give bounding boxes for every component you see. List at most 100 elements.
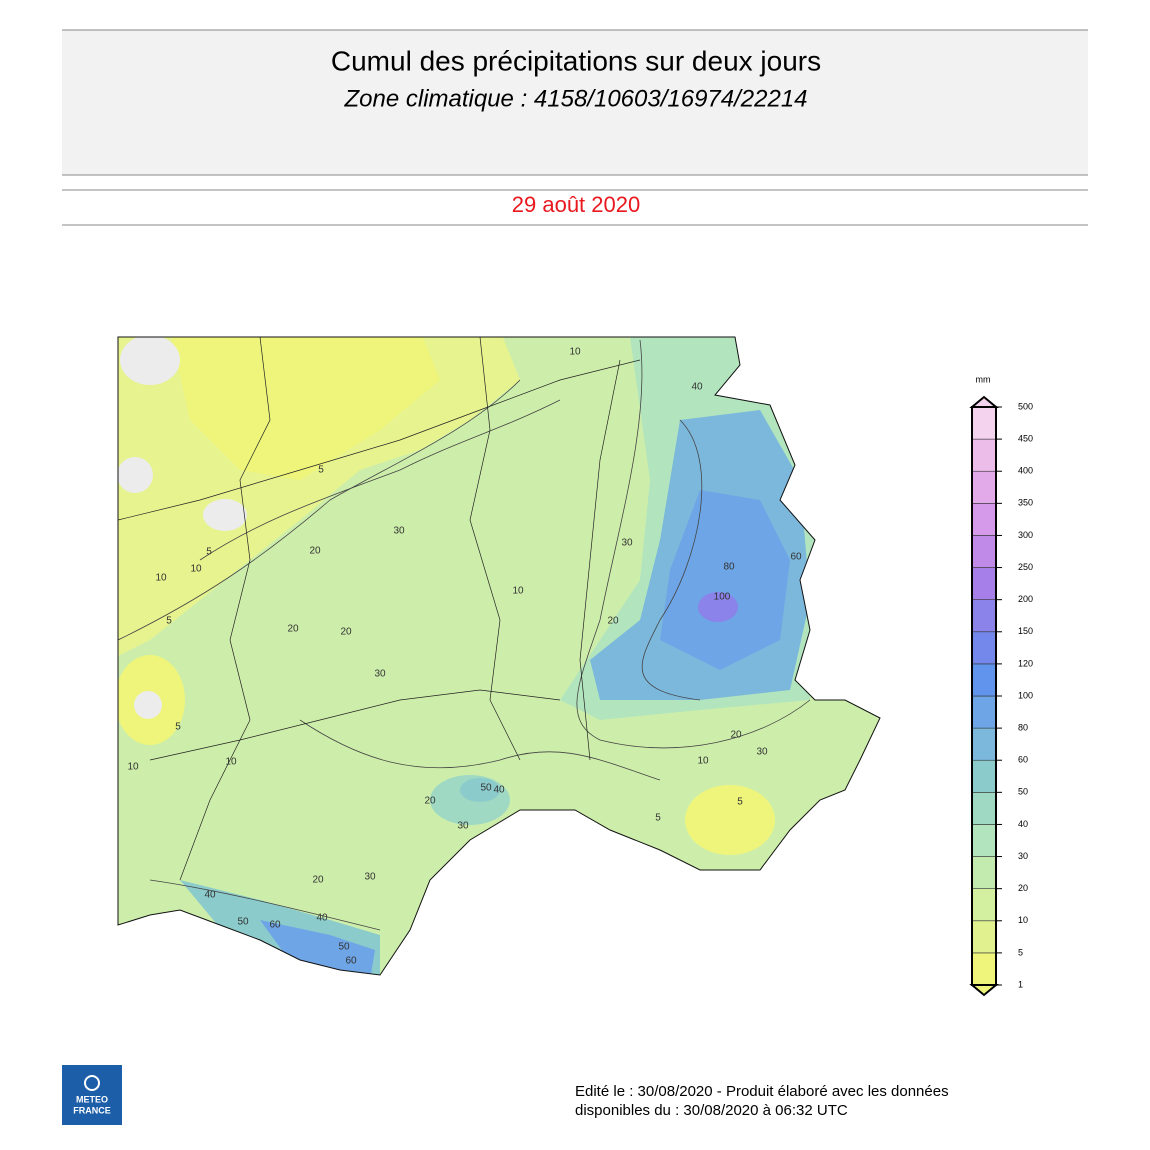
contour-label: 40 <box>204 890 216 901</box>
legend-swatch <box>971 599 997 633</box>
legend-tick-label: 30 <box>1018 851 1028 861</box>
contour-label: 40 <box>316 913 328 924</box>
contour-label: 20 <box>607 616 619 627</box>
wet-area <box>260 920 375 975</box>
legend-arrow <box>969 395 999 408</box>
contour-label: 30 <box>364 872 376 883</box>
legend-tick-label: 80 <box>1018 722 1028 732</box>
footer-text: disponibles du : 30/08/2020 à 06:32 UTC <box>575 1102 848 1119</box>
legend-swatch <box>971 695 997 729</box>
contour-label: 20 <box>340 627 352 638</box>
legend-tick-label: 120 <box>1018 658 1033 668</box>
contour-label: 5 <box>318 465 324 476</box>
contour-label: 60 <box>269 920 281 931</box>
legend-tick-label: 200 <box>1018 594 1033 604</box>
wet-area <box>698 592 738 622</box>
legend: mm 1 5 10 20 30 40 50 60 80 100 120 150 200 250 300 350… <box>969 374 1033 997</box>
wet-area <box>660 490 790 670</box>
logo-text: METEO <box>76 1094 108 1104</box>
subtitle: Zone climatique : 4158/10603/16974/22214 <box>343 85 807 112</box>
legend-swatch <box>971 406 997 440</box>
contour-label: 5 <box>175 722 181 733</box>
contour-label: 20 <box>312 875 324 886</box>
contour-label: 20 <box>730 730 742 741</box>
legend-tick-label: 40 <box>1018 819 1028 829</box>
contour-label: 30 <box>374 669 386 680</box>
legend-tick-label: 400 <box>1018 466 1033 476</box>
legend-swatch <box>971 567 997 600</box>
footer-text: Edité le : 30/08/2020 - Produit élaboré … <box>575 1083 949 1100</box>
legend-tick-label: 450 <box>1018 433 1033 443</box>
contour-label: 20 <box>424 796 436 807</box>
legend-swatch <box>971 663 997 697</box>
legend-swatch <box>971 503 997 536</box>
legend-swatch <box>971 888 997 922</box>
contour-label: 10 <box>155 573 167 584</box>
contour-label: 5 <box>206 547 212 558</box>
map <box>118 337 880 975</box>
no-data <box>203 499 247 531</box>
date: 29 août 2020 <box>512 192 640 217</box>
logo-text: FRANCE <box>73 1105 111 1115</box>
contour-label: 100 <box>714 592 731 603</box>
legend-swatch <box>971 631 997 665</box>
legend-tick-label: 250 <box>1018 562 1033 572</box>
contour-label: 50 <box>338 942 350 953</box>
legend-swatch <box>971 952 997 986</box>
contour-label: 40 <box>493 785 505 796</box>
legend-tick-label: 10 <box>1018 915 1028 925</box>
legend-tick-label: 500 <box>1018 401 1033 411</box>
contour-label: 10 <box>225 757 237 768</box>
contour-label: 10 <box>190 564 202 575</box>
legend-swatch <box>971 727 997 761</box>
title: Cumul des précipitations sur deux jours <box>331 45 821 76</box>
contour-label: 40 <box>691 382 703 393</box>
legend-swatch <box>971 470 997 504</box>
contour-label: 10 <box>512 586 524 597</box>
legend-swatch <box>971 759 997 793</box>
legend-unit: mm <box>976 374 991 384</box>
legend-tick-label: 20 <box>1018 883 1028 893</box>
header-box <box>62 30 1088 175</box>
no-data <box>118 457 153 493</box>
no-data <box>134 691 162 719</box>
legend-tick-label: 50 <box>1018 787 1028 797</box>
contour-labels: 10 40 5 5 10 20 30 10 5 20 20 30 10 20 30 60 100 80 20 30 10… <box>127 347 802 967</box>
region-outline <box>117 336 881 976</box>
legend-tick-label: 5 <box>1018 947 1023 957</box>
legend-tick-label: 100 <box>1018 690 1033 700</box>
dry-area <box>170 337 440 480</box>
contour-label: 60 <box>345 956 357 967</box>
legend-arrow <box>969 984 999 997</box>
legend-swatch <box>971 856 997 889</box>
contour-label: 50 <box>480 783 492 794</box>
contour-label: 80 <box>723 562 735 573</box>
contour-label: 30 <box>756 747 768 758</box>
wet-area <box>460 778 500 802</box>
contours <box>118 339 811 931</box>
legend-swatch <box>971 920 997 954</box>
legend-swatch <box>971 535 997 568</box>
contour-label: 30 <box>621 538 633 549</box>
boundaries <box>118 337 641 881</box>
legend-swatch <box>971 824 997 857</box>
contour-label: 5 <box>655 813 661 824</box>
legend-tick-label: 60 <box>1018 755 1028 765</box>
contour-label: 30 <box>457 821 469 832</box>
contour-label: 20 <box>287 624 299 635</box>
contour-label: 10 <box>127 762 139 773</box>
contour-label: 5 <box>166 616 172 627</box>
legend-tick-label: 350 <box>1018 498 1033 508</box>
contour-label: 10 <box>697 756 709 767</box>
legend-tick-label: 1 <box>1018 979 1023 989</box>
contour-label: 60 <box>790 552 802 563</box>
contour-label: 5 <box>737 797 743 808</box>
contour-label: 50 <box>237 917 249 928</box>
dry-area <box>685 785 775 855</box>
no-data <box>120 337 180 385</box>
legend-swatch <box>971 438 997 472</box>
legend-tick-label: 150 <box>1018 626 1033 636</box>
logo-mark <box>84 1075 100 1091</box>
contour-label: 10 <box>569 347 581 358</box>
